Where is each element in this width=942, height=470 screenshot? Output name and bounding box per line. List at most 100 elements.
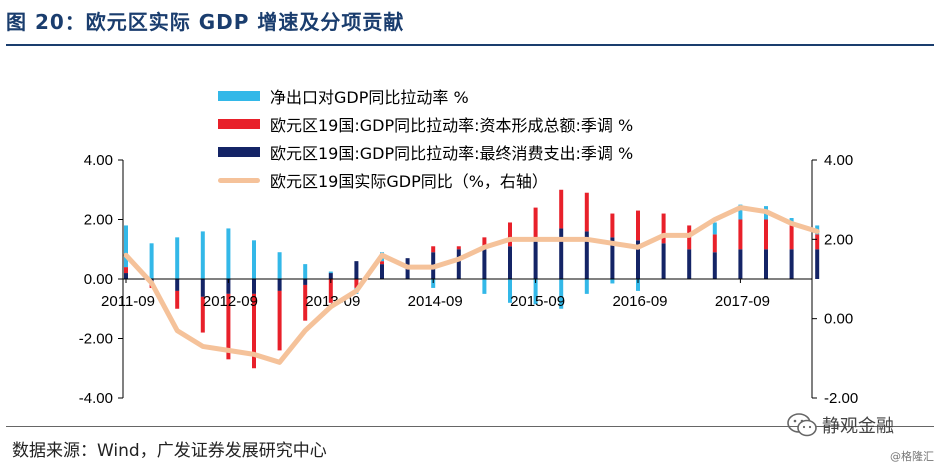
source-note: 数据来源：Wind，广发证券发展研究中心: [12, 441, 327, 461]
bar-net-exports: [584, 279, 589, 294]
bar-consumption: [354, 261, 359, 279]
footer-rule: [6, 426, 934, 427]
x-axis-tick-label: 2017-09: [715, 293, 770, 310]
line-layer: [123, 205, 820, 365]
bar-net-exports: [303, 264, 308, 279]
bar-net-exports: [636, 279, 640, 291]
bar-consumption: [175, 279, 180, 291]
bar-consumption: [533, 237, 538, 279]
bar-consumption: [559, 228, 564, 279]
bar-net-exports: [712, 222, 717, 235]
bar-investment: [200, 296, 205, 333]
bar-net-exports: [559, 279, 564, 309]
x-axis-tick-label: 2016-09: [612, 293, 667, 310]
bar-investment: [482, 237, 487, 250]
legend-swatch-investment: [218, 119, 260, 129]
bar-consumption: [226, 279, 231, 294]
legend-label-consumption: 欧元区19国:GDP同比拉动率:最终消费支出:季调 %: [270, 144, 634, 163]
bar-investment: [712, 234, 717, 253]
bar-consumption: [789, 249, 794, 279]
title-rule: [6, 44, 934, 46]
axes-layer: 4.00 2.00 0.00 -2.00 -4.00 4.00 2.00 0.00 -2.00 2…: [79, 152, 858, 407]
legend: 净出口对GDP同比拉动率 % 欧元区19国:GDP同比拉动率:资本形成总额:季调…: [218, 82, 633, 194]
left-axis-tick-label: 2.00: [84, 212, 113, 229]
bar-consumption: [124, 273, 128, 279]
bar-net-exports: [738, 204, 743, 220]
legend-swatch-gdp: [218, 177, 260, 183]
legend-item-gdp: 欧元区19国实际GDP同比（%，右轴）: [218, 166, 633, 194]
bar-net-exports: [252, 240, 256, 279]
legend-label-gdp: 欧元区19国实际GDP同比（%，右轴）: [270, 172, 548, 191]
legend-swatch-net-exports: [218, 91, 260, 101]
bar-consumption: [661, 243, 666, 279]
bar-net-exports: [610, 279, 615, 284]
bar-investment: [303, 284, 308, 321]
right-axis-tick-label: 4.00: [824, 152, 853, 169]
bar-investment: [508, 222, 512, 247]
gdp-line: [123, 205, 820, 365]
bar-investment: [764, 219, 768, 250]
right-axis-tick-label: 0.00: [824, 311, 853, 328]
bar-consumption: [687, 249, 692, 279]
watermark-text: 静观金融: [822, 416, 894, 437]
bar-consumption: [764, 249, 768, 279]
bar-investment: [277, 290, 282, 351]
bar-net-exports: [200, 231, 205, 279]
bar-consumption: [482, 249, 487, 279]
bar-investment: [533, 207, 538, 238]
bar-investment: [252, 293, 256, 369]
bar-net-exports: [431, 279, 436, 288]
bar-consumption: [380, 264, 384, 279]
left-axis-tick-label: -4.00: [79, 390, 113, 407]
bar-consumption: [277, 279, 282, 291]
bar-net-exports: [277, 252, 282, 279]
bar-consumption: [712, 252, 717, 279]
bar-investment: [124, 267, 128, 274]
x-axis-tick-label: 2014-09: [408, 293, 463, 310]
bar-consumption: [610, 237, 615, 279]
bar-consumption: [815, 249, 820, 279]
bar-net-exports: [149, 243, 154, 279]
bar-consumption: [303, 279, 308, 285]
bar-consumption: [584, 231, 589, 279]
bar-consumption: [636, 240, 640, 279]
legend-label-net-exports: 净出口对GDP同比拉动率 %: [270, 88, 469, 107]
left-axis-tick-label: 0.00: [84, 271, 113, 288]
bar-consumption: [252, 279, 256, 294]
legend-item-investment: 欧元区19国:GDP同比拉动率:资本形成总额:季调 %: [218, 110, 633, 138]
bar-net-exports: [328, 271, 333, 274]
wechat-bubble-icon: [787, 413, 817, 437]
bar-consumption: [738, 249, 743, 279]
bar-net-exports: [124, 225, 128, 268]
watermark-sub: @格隆汇: [890, 450, 934, 463]
right-axis-tick-label: 2.00: [824, 231, 853, 248]
figure-title: 图 20：欧元区实际 GDP 增速及分项贡献: [6, 10, 405, 34]
bar-investment: [175, 290, 180, 309]
bar-investment: [738, 219, 743, 250]
bar-net-exports: [226, 228, 231, 279]
x-axis-tick-label: 2011-09: [101, 293, 155, 310]
legend-item-net-exports: 净出口对GDP同比拉动率 %: [218, 82, 633, 110]
legend-label-investment: 欧元区19国:GDP同比拉动率:资本形成总额:季调 %: [270, 116, 634, 135]
bar-investment: [789, 225, 794, 250]
bar-consumption: [508, 246, 512, 279]
bar-investment: [559, 189, 564, 229]
bar-investment: [815, 234, 820, 250]
right-axis-tick-label: -2.00: [824, 390, 858, 407]
bar-investment: [431, 246, 436, 253]
bar-investment: [661, 213, 666, 244]
legend-swatch-consumption: [218, 147, 260, 157]
x-axis-tick-label: 2012-09: [203, 293, 258, 310]
left-axis-tick-label: 4.00: [84, 152, 113, 169]
bar-investment: [354, 279, 359, 288]
bar-investment: [328, 279, 333, 303]
bar-net-exports: [175, 237, 180, 279]
left-axis-tick-label: -2.00: [79, 331, 113, 348]
x-axis-tick-label: 2015-09: [510, 293, 565, 310]
bar-consumption: [200, 279, 205, 297]
bar-consumption: [456, 249, 461, 279]
bar-investment: [226, 293, 231, 360]
bar-investment: [584, 192, 589, 232]
bar-investment: [610, 213, 615, 238]
